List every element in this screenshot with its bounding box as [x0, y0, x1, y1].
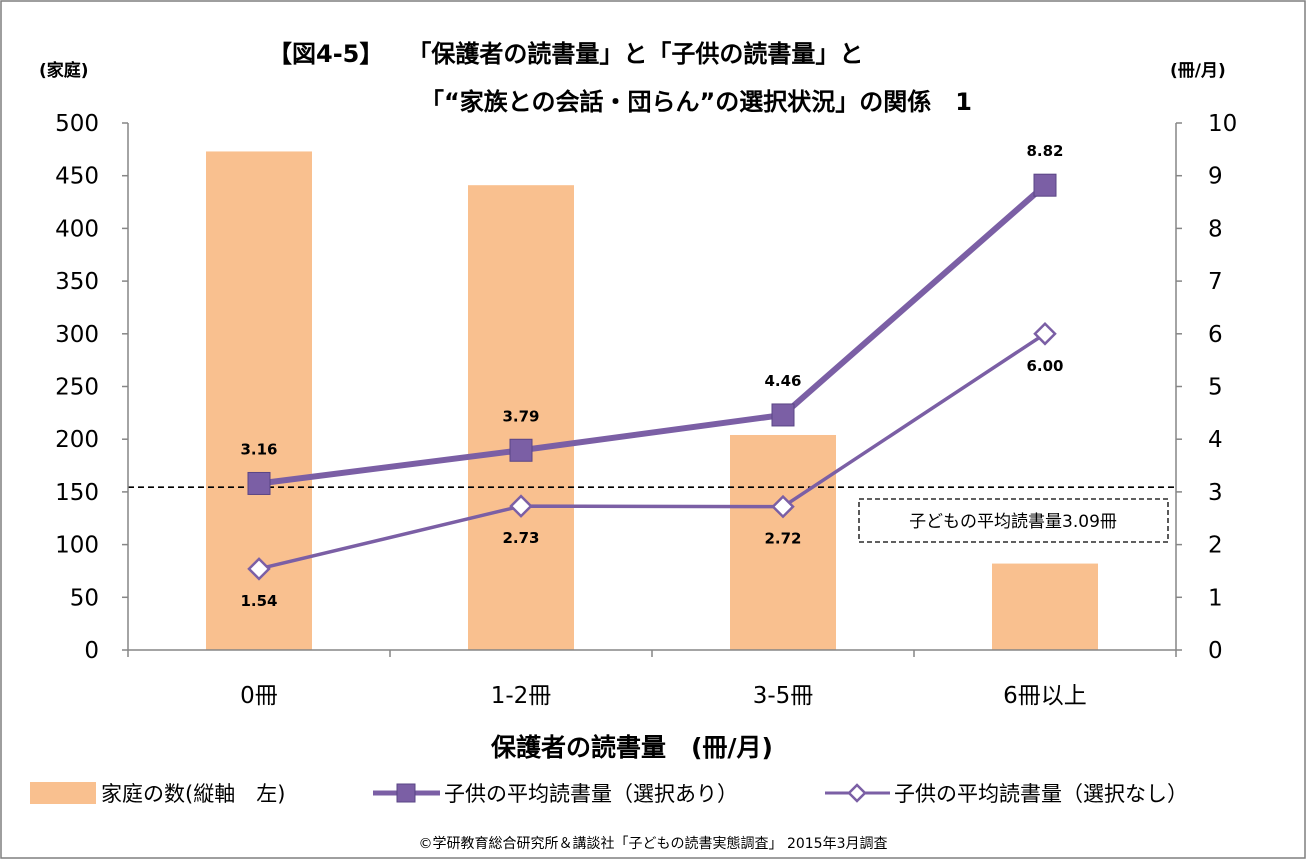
- source-credit: ©学研教育総合研究所＆講談社「子どもの読書実態調査」 2015年3月調査: [419, 835, 888, 852]
- left-tick-label: 250: [55, 375, 99, 401]
- data-label-with-choice: 8.82: [1026, 142, 1063, 160]
- left-tick-label: 400: [55, 216, 99, 242]
- right-tick-label: 6: [1208, 322, 1223, 348]
- legend-label-with-choice: 子供の平均読書量（選択あり）: [444, 782, 738, 806]
- legend-swatch-bars: [30, 782, 96, 804]
- right-tick-label: 8: [1208, 216, 1223, 242]
- category-labels: 0冊 1-2冊 3-5冊 6冊以上: [240, 683, 1087, 709]
- left-axis-ticks: 0 50 100 150 200 250 300 350 400 450 500: [55, 111, 128, 664]
- right-tick-label: 1: [1208, 585, 1223, 611]
- data-label-without-choice: 1.54: [240, 592, 277, 610]
- reference-note-box: [858, 498, 1169, 543]
- line-series: [247, 173, 1057, 581]
- right-axis-unit: (冊/月): [1170, 61, 1226, 81]
- right-tick-label: 0: [1208, 638, 1223, 664]
- chart-title-line1: 【図4-5】 「保護者の読書量」と「子供の読書量」と: [268, 40, 863, 68]
- data-label-with-choice: 4.46: [764, 372, 801, 390]
- left-axis-unit: (家庭): [39, 60, 89, 81]
- left-tick-label: 100: [55, 533, 99, 559]
- right-tick-label: 2: [1208, 533, 1223, 559]
- series-with-choice-line: [258, 182, 1047, 487]
- data-label-with-choice: 3.16: [240, 440, 277, 458]
- legend-marker-square: [396, 783, 416, 803]
- bar-series: [206, 151, 1098, 650]
- left-tick-label: 350: [55, 269, 99, 295]
- left-tick-label: 450: [55, 164, 99, 190]
- data-label-without-choice: 2.73: [502, 529, 539, 547]
- category-label: 0冊: [240, 683, 278, 709]
- data-labels: 3.16 3.79 4.46 8.82 1.54 2.73 2.72 6.00: [240, 142, 1063, 610]
- left-tick-label: 500: [55, 111, 99, 137]
- bar: [992, 563, 1098, 650]
- x-axis-title: 保護者の読書量 (冊/月): [490, 733, 773, 762]
- legend-marker-diamond: [847, 783, 867, 803]
- chart-title-line2: 「“家族との会話・団らん”の選択状況」の関係 1: [420, 88, 972, 116]
- axes: [127, 123, 1177, 657]
- legend-label-bars: 家庭の数(縦軸 左): [101, 782, 285, 806]
- bar: [730, 434, 836, 650]
- square-marker: [1033, 173, 1057, 197]
- diamond-marker: [247, 557, 271, 581]
- bar: [468, 185, 574, 650]
- data-label-without-choice: 6.00: [1026, 357, 1063, 375]
- reference-note-label: 子どもの平均読書量3.09冊: [909, 512, 1117, 532]
- right-tick-label: 3: [1208, 480, 1223, 506]
- category-label: 1-2冊: [491, 683, 552, 709]
- right-tick-label: 5: [1208, 375, 1223, 401]
- category-label: 6冊以上: [1003, 683, 1087, 709]
- square-marker: [771, 403, 795, 427]
- square-marker: [509, 438, 533, 462]
- left-tick-label: 150: [55, 480, 99, 506]
- left-tick-label: 50: [70, 585, 99, 611]
- legend: 家庭の数(縦軸 左) 子供の平均読書量（選択あり） 子供の平均読書量（選択なし）: [30, 782, 1188, 806]
- data-label-without-choice: 2.72: [764, 530, 801, 548]
- diamond-marker: [1033, 322, 1057, 346]
- right-tick-label: 7: [1208, 269, 1223, 295]
- left-tick-label: 300: [55, 322, 99, 348]
- square-marker: [247, 471, 271, 495]
- category-label: 3-5冊: [753, 683, 814, 709]
- left-tick-label: 0: [84, 638, 99, 664]
- legend-label-without-choice: 子供の平均読書量（選択なし）: [894, 782, 1188, 806]
- diamond-marker: [509, 494, 533, 518]
- right-tick-label: 4: [1208, 427, 1223, 453]
- left-tick-label: 200: [55, 427, 99, 453]
- series-without-choice-line: [258, 332, 1046, 571]
- diamond-marker: [771, 494, 795, 519]
- right-tick-label: 10: [1208, 111, 1237, 137]
- right-tick-label: 9: [1208, 164, 1223, 190]
- data-label-with-choice: 3.79: [502, 407, 539, 425]
- right-axis-ticks: 0 1 2 3 4 5 6 7 8 9 10: [1176, 111, 1237, 664]
